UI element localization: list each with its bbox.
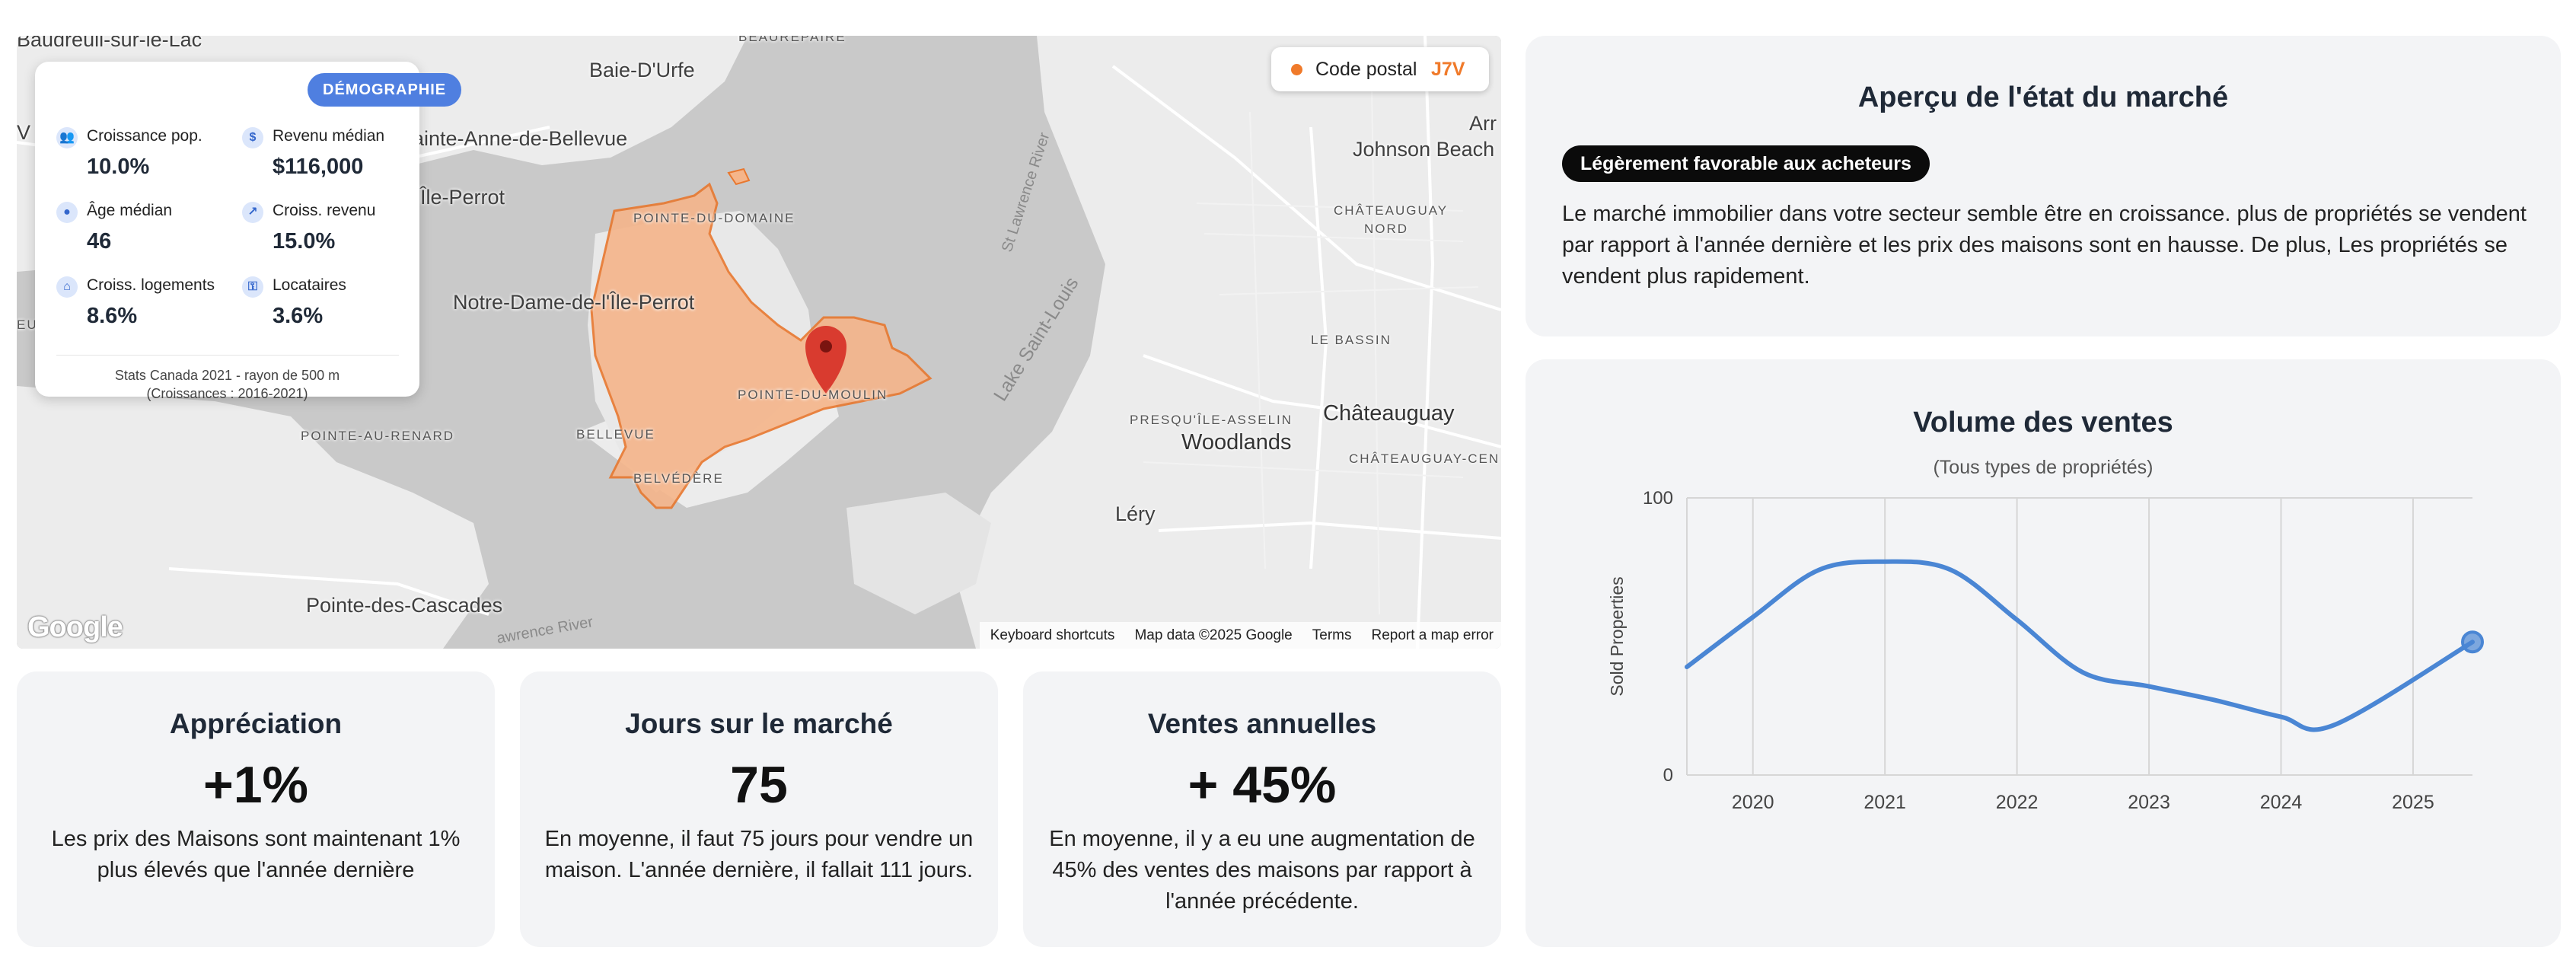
google-logo: Google: [27, 611, 123, 643]
demographics-panel: DÉMOGRAPHIE 👥 Croissance pop. 10.0% $ Re…: [35, 62, 462, 401]
map-footer: Keyboard shortcuts Map data ©2025 Google…: [979, 622, 1501, 649]
postal-code-label: Code postal: [1315, 59, 1417, 80]
divider: [56, 355, 399, 356]
map-data-attribution: Map data ©2025 Google: [1134, 627, 1293, 643]
kpi-description: Les prix des Maisons sont maintenant 1% …: [51, 827, 461, 882]
demographics-source: Stats Canada 2021 - rayon de 500 m (Croi…: [35, 366, 419, 403]
y-axis-label: Sold Properties: [1607, 576, 1627, 696]
kpi-value: + 45%: [1188, 756, 1337, 814]
stat-label: Croiss. revenu: [273, 202, 376, 219]
kpi-appreciation-card: Appréciation +1% Les prix des Maisons so…: [17, 671, 495, 947]
stat-value: 46: [87, 229, 112, 254]
dollar-icon: $: [242, 127, 263, 148]
data-point: [2461, 630, 2484, 654]
person-icon: ●: [56, 202, 78, 223]
stat-value: 10.0%: [87, 155, 150, 179]
kpi-annual-sales-card: Ventes annuelles + 45% En moyenne, il y …: [1023, 671, 1501, 947]
y-tick-label: 100: [1643, 488, 1673, 509]
map-label: ainte-Anne-de-Bellevue: [413, 127, 628, 150]
stat-label: Locataires: [273, 276, 346, 294]
map-label: Johnson Beach: [1353, 138, 1495, 161]
map-label: Châteauguay: [1323, 401, 1455, 426]
kpi-title: Ventes annuelles: [1147, 708, 1377, 739]
market-overview-card: Aperçu de l'état du marché Légèrement fa…: [1526, 36, 2561, 336]
map-label: LE BASSIN: [1311, 333, 1392, 347]
postal-code-value: J7V: [1431, 59, 1465, 80]
map-label: POINTE-AU-RENARD: [301, 429, 455, 443]
map-label: BEAUREPAIRE: [738, 36, 846, 44]
demographics-badge: DÉMOGRAPHIE: [308, 73, 462, 107]
x-tick-label: 2021: [1863, 792, 1906, 813]
trend-up-icon: ↗: [242, 202, 263, 223]
postal-code-chip[interactable]: Code postal J7V: [1271, 47, 1489, 91]
market-status-badge: Légèrement favorable aux acheteurs: [1562, 145, 1930, 182]
map-label: PRESQU'ÎLE-ASSELIN: [1130, 413, 1293, 427]
location-pin-icon: [805, 326, 846, 394]
sales-volume-card: Volume des ventes (Tous types de proprié…: [1526, 359, 2561, 947]
kpi-description: En moyenne, il faut 75 jours pour vendre…: [544, 827, 974, 882]
map-label: Pointe-des-Cascades: [306, 594, 503, 617]
x-tick-label: 2022: [1996, 792, 2039, 813]
map-label: V: [17, 121, 31, 144]
report-error-link[interactable]: Report a map error: [1371, 627, 1494, 643]
map-label: Arr: [1469, 112, 1497, 135]
x-tick-label: 2024: [2260, 792, 2303, 813]
kpi-value: 75: [730, 756, 788, 814]
stat-value: $116,000: [273, 155, 364, 179]
postal-dot-icon: [1291, 64, 1302, 75]
stat-label: Croiss. logements: [87, 276, 215, 294]
map-label: POINTE-DU-MOULIN: [738, 388, 888, 402]
stat-label: Âge médian: [87, 202, 173, 219]
map-label: Île-Perrot: [420, 186, 505, 209]
neighborhood-map[interactable]: Baudreuil-sur-le-Lac Baie-D'Urfe BEAUREP…: [17, 36, 1501, 649]
map-base: [17, 36, 1501, 649]
y-tick-label: 0: [1663, 765, 1673, 786]
kpi-days-on-market-card: Jours sur le marché 75 En moyenne, il fa…: [520, 671, 998, 947]
stat-label: Revenu médian: [273, 127, 385, 145]
map-label: Léry: [1115, 502, 1156, 525]
kpi-title: Appréciation: [169, 708, 343, 739]
map-label: Notre-Dame-de-l'Île-Perrot: [453, 291, 695, 314]
map-label: Woodlands: [1181, 430, 1292, 455]
postal-zone: [590, 182, 933, 509]
key-icon: ⚿: [242, 276, 263, 298]
stat-value: 8.6%: [87, 304, 138, 328]
map-label: EU: [17, 317, 38, 332]
stat-value: 15.0%: [273, 229, 336, 254]
map-label: BELLEVUE: [576, 427, 655, 442]
map-label: POINTE-DU-DOMAINE: [633, 211, 795, 225]
market-title: Aperçu de l'état du marché: [1857, 81, 2229, 113]
map-label: CHÂTEAUGUAY-CEN: [1349, 451, 1500, 466]
kpi-description: En moyenne, il y a eu une augmentation d…: [1049, 827, 1475, 914]
stat-label: Croissance pop.: [87, 127, 202, 145]
market-description: Le marché immobilier dans votre secteur …: [1562, 202, 2527, 289]
map-label: Baie-D'Urfe: [589, 59, 695, 81]
people-icon: 👥: [56, 127, 78, 148]
kpi-title: Jours sur le marché: [625, 708, 893, 739]
map-label: NORD: [1364, 222, 1409, 236]
keyboard-shortcuts-link[interactable]: Keyboard shortcuts: [990, 627, 1115, 643]
series-line: [1685, 559, 2475, 732]
sales-volume-chart[interactable]: 0 100 2020 2021 2022 2023 2024 2025 Sold Propert…: [1526, 359, 2561, 947]
source-line: Stats Canada 2021 - rayon de 500 m: [114, 368, 340, 383]
terms-link[interactable]: Terms: [1312, 627, 1352, 643]
map-label: Baudreuil-sur-le-Lac: [17, 36, 202, 51]
stat-value: 3.6%: [273, 304, 324, 328]
map-label: BELVÉDÈRE: [633, 471, 724, 486]
x-tick-label: 2023: [2128, 792, 2170, 813]
home-icon: ⌂: [56, 276, 78, 298]
map-label: CHÂTEAUGUAY: [1334, 203, 1449, 218]
chart-title: Volume des ventes: [1913, 407, 2173, 439]
source-line: (Croissances : 2016-2021): [146, 386, 308, 401]
x-tick-label: 2025: [2392, 792, 2434, 813]
x-tick-label: 2020: [1732, 792, 1774, 813]
chart-subtitle: (Tous types de propriétés): [1933, 457, 2154, 478]
kpi-value: +1%: [203, 756, 308, 814]
